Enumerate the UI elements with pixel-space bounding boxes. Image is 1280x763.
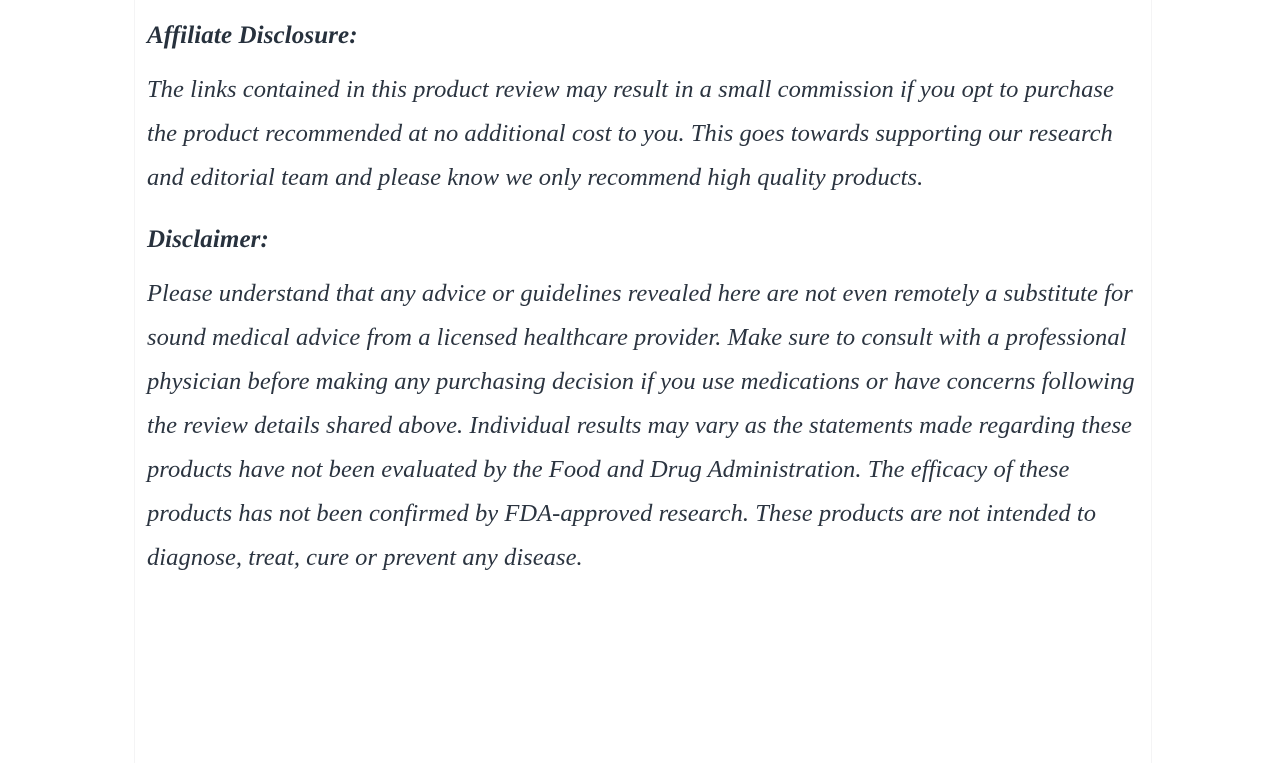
affiliate-disclosure-heading: Affiliate Disclosure: bbox=[147, 22, 358, 49]
article-content-column: Affiliate Disclosure: The links containe… bbox=[134, 0, 1152, 763]
affiliate-disclosure-paragraph: The links contained in this product revi… bbox=[147, 76, 1114, 191]
disclaimer-paragraph: Please understand that any advice or gui… bbox=[147, 280, 1135, 571]
disclaimer-heading: Disclaimer: bbox=[147, 226, 269, 253]
disclosure-article: Affiliate Disclosure: The links containe… bbox=[147, 0, 1139, 580]
